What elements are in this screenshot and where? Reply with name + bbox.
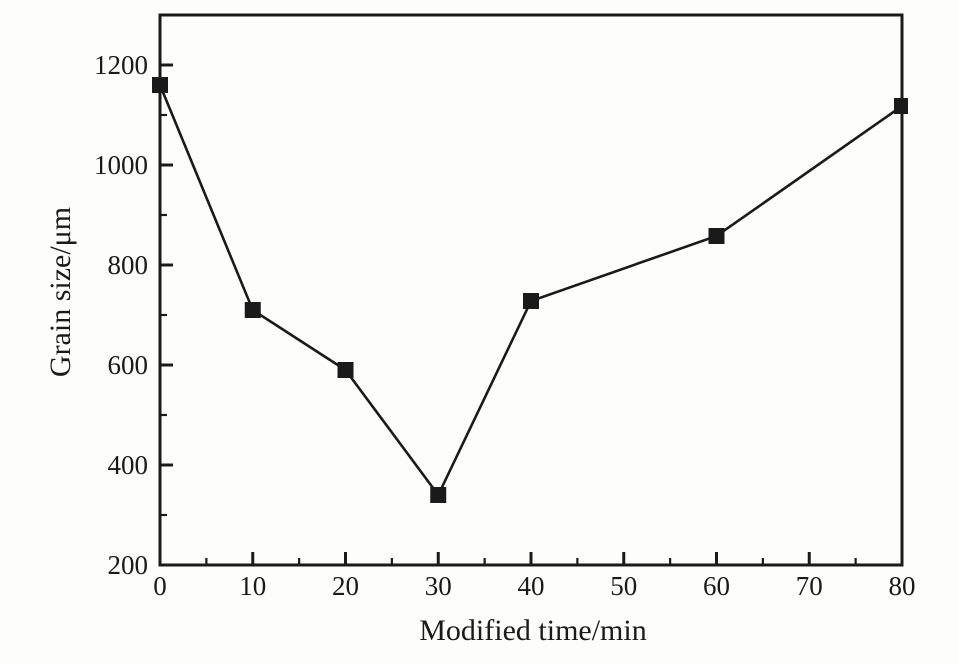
x-tick-label: 40 bbox=[518, 571, 545, 601]
x-axis-title: Modified time/min bbox=[419, 614, 646, 647]
y-axis-title: Grain size/μm bbox=[44, 207, 77, 377]
y-tick-label: 800 bbox=[108, 250, 149, 280]
x-tick-label: 50 bbox=[610, 571, 637, 601]
data-line bbox=[158, 84, 903, 498]
x-tick-label: 10 bbox=[239, 571, 266, 601]
x-tick-label: 80 bbox=[889, 571, 916, 601]
y-tick-label: 400 bbox=[108, 450, 149, 480]
y-tick-label: 1000 bbox=[94, 150, 148, 180]
y-tick-label: 1200 bbox=[94, 50, 148, 80]
data-point-marker bbox=[152, 77, 168, 93]
data-point-marker bbox=[430, 487, 447, 503]
x-tick-label: 0 bbox=[153, 571, 167, 601]
data-point-marker bbox=[894, 98, 908, 114]
data-point-marker bbox=[523, 293, 539, 309]
x-tick-label: 30 bbox=[425, 571, 452, 601]
x-tick-label: 70 bbox=[796, 571, 823, 601]
x-tick-label: 60 bbox=[703, 571, 730, 601]
data-point-marker bbox=[708, 228, 725, 244]
data-point-marker bbox=[337, 362, 354, 378]
y-tick-label: 200 bbox=[108, 550, 149, 580]
y-tick-label: 600 bbox=[108, 350, 149, 380]
plot-frame bbox=[158, 13, 904, 567]
x-tick-label: 20 bbox=[332, 571, 359, 601]
data-point-marker bbox=[244, 302, 261, 318]
